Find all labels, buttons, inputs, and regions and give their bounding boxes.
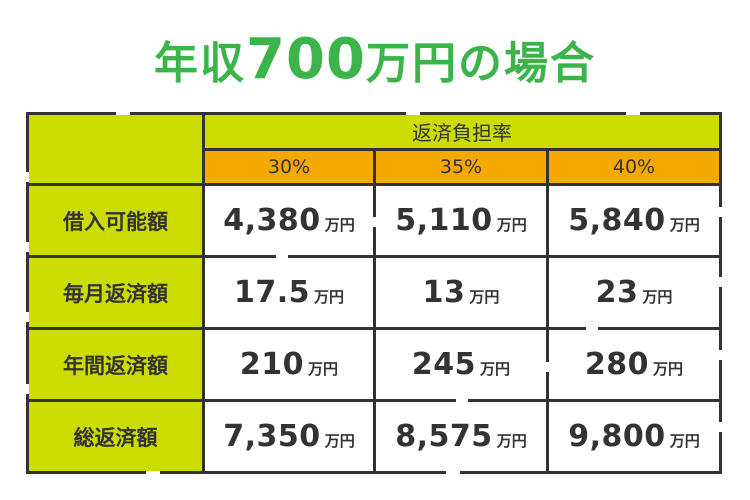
- value-cell: 23 万円: [549, 258, 719, 327]
- grid-break: [26, 312, 29, 322]
- grid-break: [373, 217, 376, 227]
- rate-header-35: 35%: [376, 151, 546, 183]
- value-unit: 万円: [642, 288, 673, 306]
- value-cell: 7,350 万円: [205, 402, 373, 471]
- table-corner: [29, 115, 202, 183]
- value-unit: 万円: [324, 216, 355, 234]
- value-number: 280: [584, 347, 650, 382]
- value-unit: 万円: [669, 432, 700, 450]
- value-unit: 万円: [496, 216, 527, 234]
- value-number: 210: [239, 347, 305, 382]
- value-number: 17.5: [233, 275, 310, 310]
- grid-break: [546, 362, 549, 372]
- value-cell: 210 万円: [205, 330, 373, 399]
- value-unit: 万円: [496, 432, 527, 450]
- title-suffix: 万円の場合: [365, 38, 596, 89]
- grid-break: [26, 384, 29, 394]
- value-unit: 万円: [480, 360, 511, 378]
- grid-break: [26, 172, 29, 182]
- value-cell: 280 万円: [549, 330, 719, 399]
- value-unit: 万円: [314, 288, 345, 306]
- value-number: 5,110: [395, 203, 493, 238]
- grid-break: [446, 471, 460, 474]
- row-label-annual: 年間返済額: [29, 330, 202, 399]
- header-repayment-ratio: 返済負担率: [205, 115, 719, 148]
- value-number: 8,575: [395, 419, 493, 454]
- grid-break: [146, 471, 160, 474]
- grid-break: [276, 255, 288, 258]
- grid-break: [116, 112, 130, 115]
- rate-header-40: 40%: [549, 151, 719, 183]
- value-number: 23: [595, 275, 639, 310]
- value-unit: 万円: [469, 288, 500, 306]
- value-cell: 245 万円: [376, 330, 546, 399]
- value-number: 13: [422, 275, 466, 310]
- value-cell: 5,840 万円: [549, 186, 719, 255]
- value-number: 7,350: [223, 419, 321, 454]
- title-amount: 700: [246, 27, 366, 92]
- rate-header-30: 30%: [205, 151, 373, 183]
- value-unit: 万円: [308, 360, 339, 378]
- grid-break: [586, 327, 598, 330]
- grid-break: [406, 112, 420, 115]
- value-number: 5,840: [568, 203, 666, 238]
- loan-table: 返済負担率 30% 35% 40% 借入可能額 4,380 万円 5,110 万円 …: [26, 112, 722, 474]
- row-label-borrowable: 借入可能額: [29, 186, 202, 255]
- value-cell: 5,110 万円: [376, 186, 546, 255]
- value-unit: 万円: [653, 360, 684, 378]
- value-number: 4,380: [223, 203, 321, 238]
- grid-break: [719, 207, 722, 217]
- title-prefix: 年収: [154, 38, 247, 89]
- grid-break: [719, 350, 722, 360]
- value-cell: 13 万円: [376, 258, 546, 327]
- grid-break: [456, 399, 468, 402]
- grid-break: [719, 277, 722, 287]
- value-cell: 9,800 万円: [549, 402, 719, 471]
- value-cell: 4,380 万円: [205, 186, 373, 255]
- grid-break: [719, 422, 722, 432]
- value-number: 245: [411, 347, 477, 382]
- row-label-total: 総返済額: [29, 402, 202, 471]
- grid-break: [626, 112, 640, 115]
- row-label-monthly: 毎月返済額: [29, 258, 202, 327]
- page-title: 年収700万円の場合: [0, 30, 750, 94]
- value-number: 9,800: [568, 419, 666, 454]
- value-cell: 17.5 万円: [205, 258, 373, 327]
- value-unit: 万円: [324, 432, 355, 450]
- grid-break: [26, 242, 29, 252]
- value-cell: 8,575 万円: [376, 402, 546, 471]
- value-unit: 万円: [669, 216, 700, 234]
